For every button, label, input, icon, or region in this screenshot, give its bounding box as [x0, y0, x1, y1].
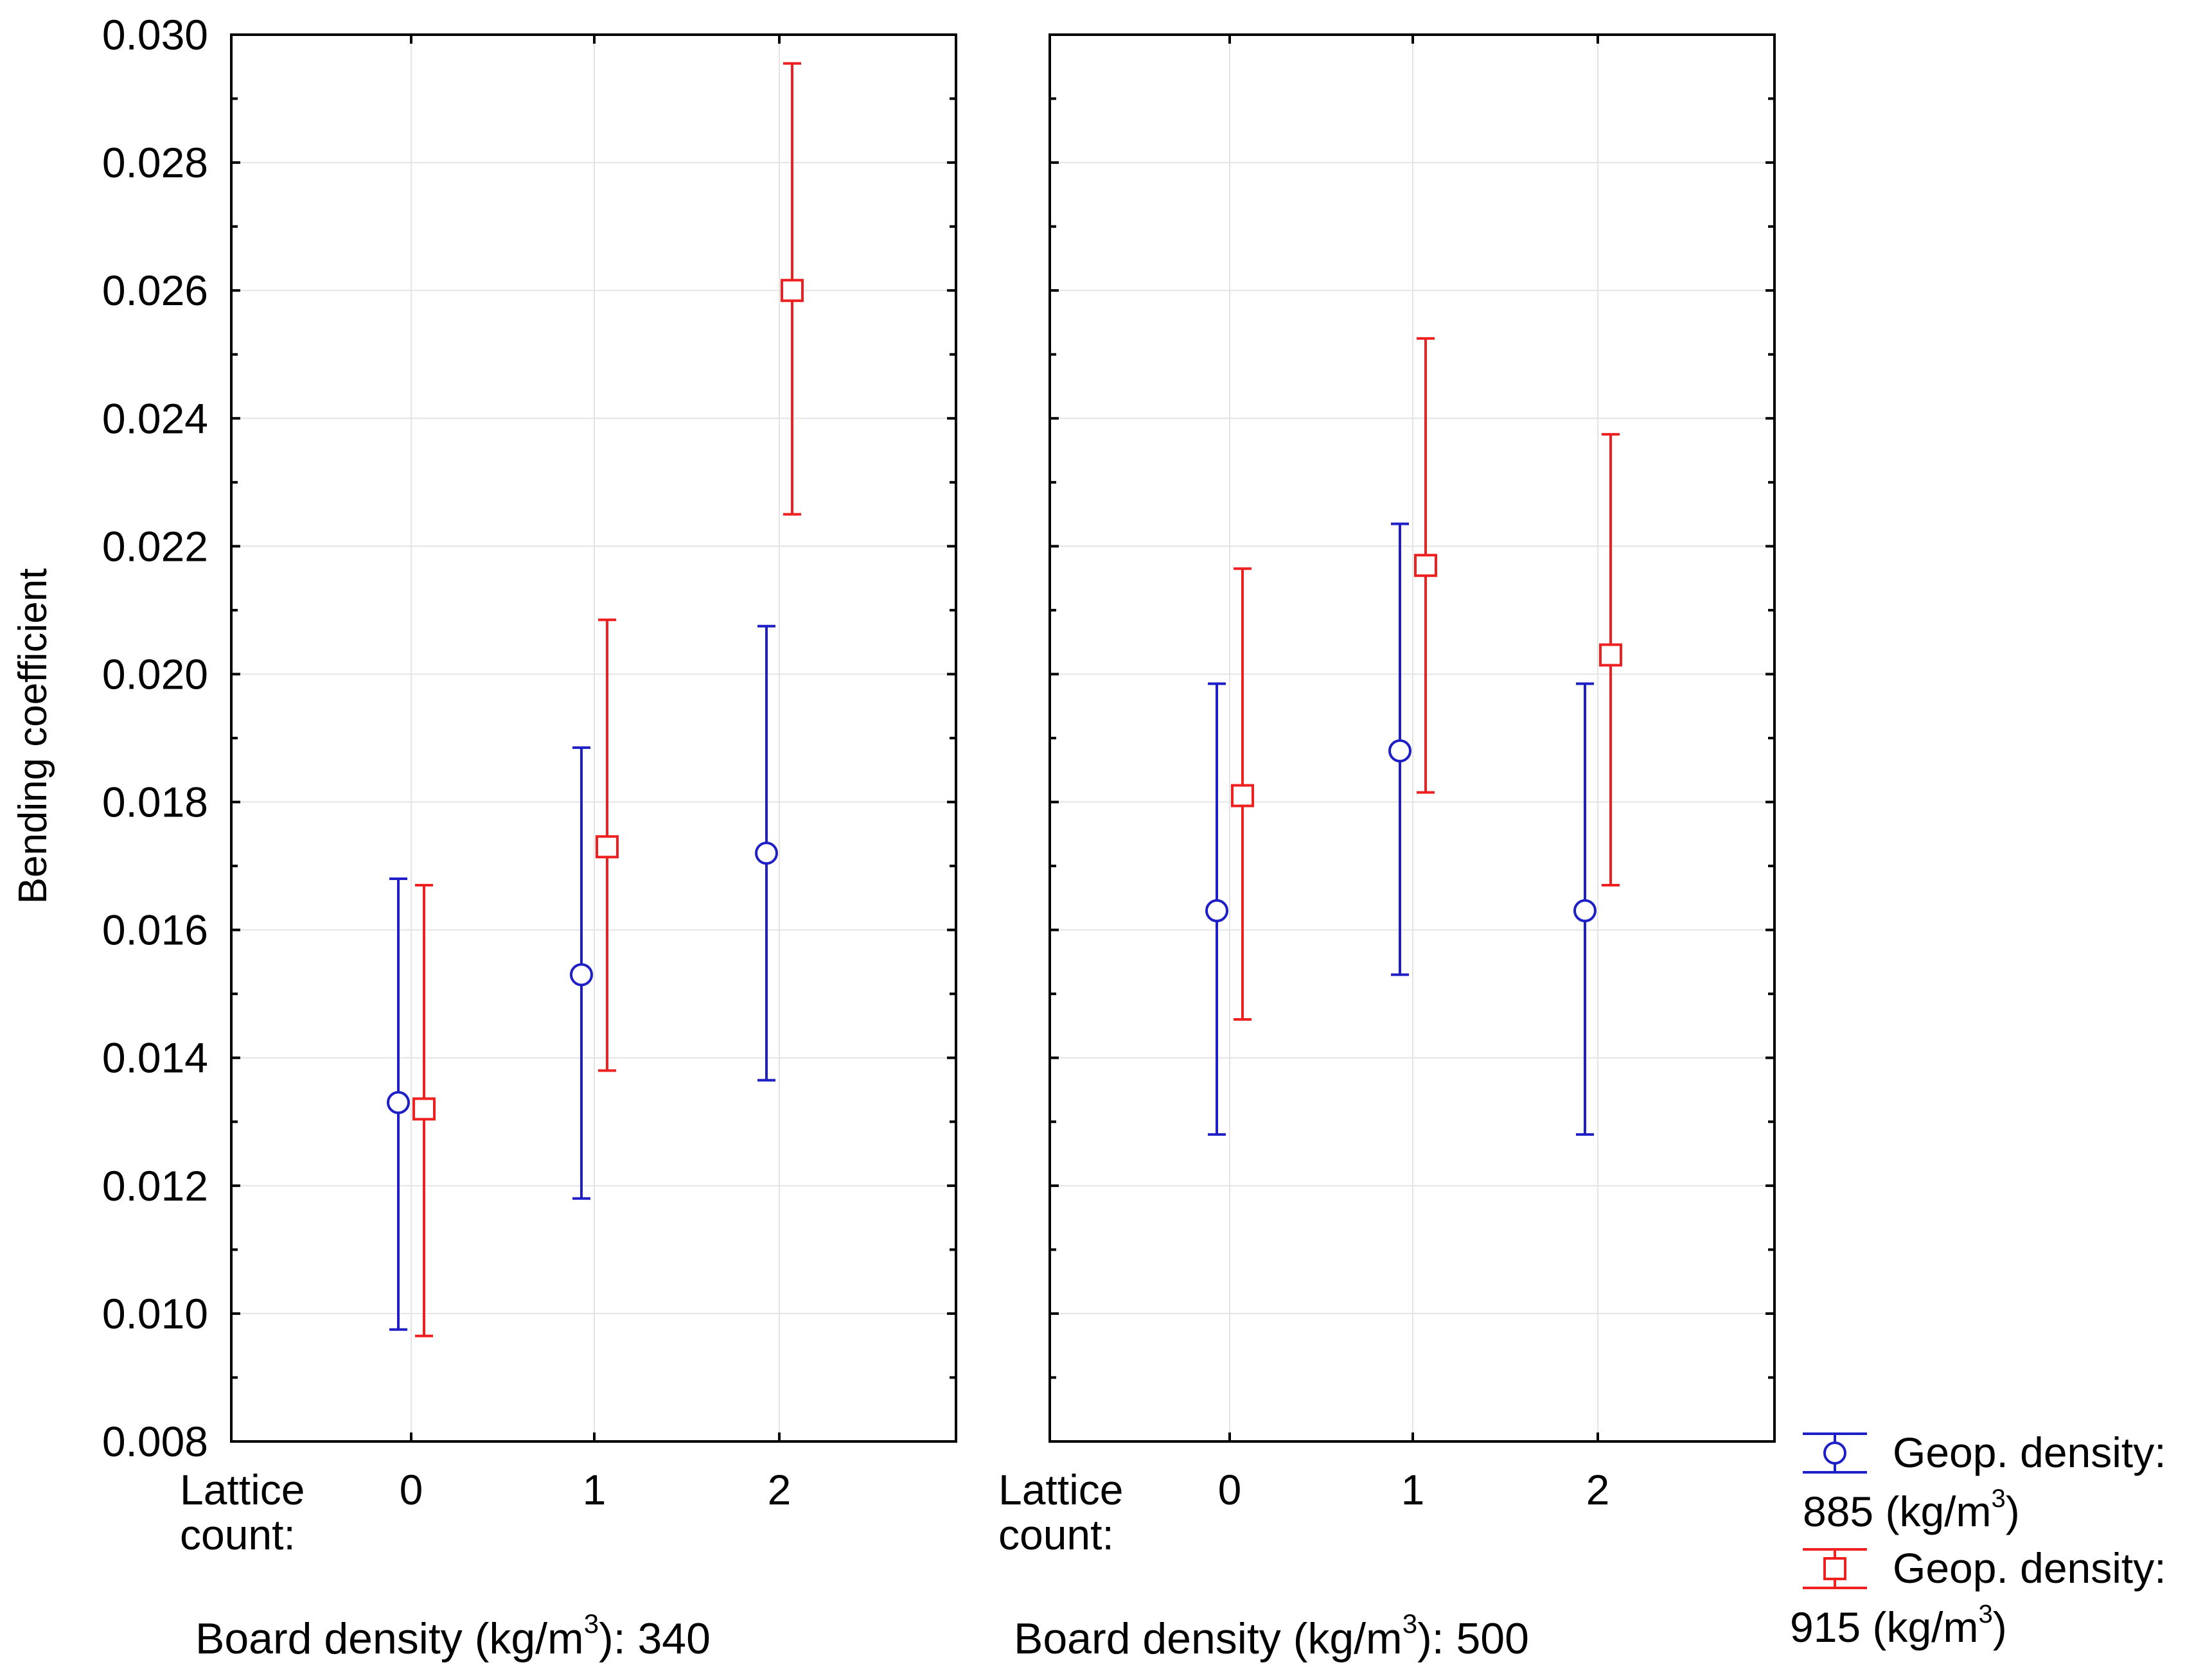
x-factor-label: count: [998, 1511, 1114, 1558]
series-915 [412, 62, 804, 1337]
mean-marker-square [596, 835, 619, 859]
x-factor-label: count: [180, 1511, 296, 1558]
x-factor-label: Lattice [180, 1466, 305, 1513]
y-tick-label: 0.014 [102, 1034, 208, 1082]
chart-panels: 0.008 0.010 0.012 0.014 0.016 0.018 0.020 0.022… [102, 11, 1776, 1663]
legend-unit: (kg/m [1861, 1603, 1978, 1651]
mean-marker-square [1414, 554, 1437, 577]
mean-marker-circle [570, 963, 593, 987]
x-category-label: 0 [400, 1466, 423, 1513]
panel-0: 0.008 0.010 0.012 0.014 0.016 0.018 0.020 0.022… [102, 11, 957, 1663]
caption-superscript: 3 [1402, 1608, 1417, 1639]
mean-marker-square [412, 1097, 436, 1121]
x-category-label: 2 [1586, 1466, 1610, 1513]
mean-marker-circle [1205, 899, 1228, 922]
legend-marker-circle [1823, 1441, 1846, 1465]
y-tick-label: 0.022 [102, 522, 208, 570]
y-tick-label: 0.020 [102, 650, 208, 698]
legend-unit: ) [1993, 1603, 2007, 1651]
mean-marker-circle [1388, 739, 1411, 762]
legend-unit-superscript: 3 [1991, 1485, 2005, 1513]
x-category-label: 1 [583, 1466, 606, 1513]
series-915 [1231, 337, 1622, 1021]
y-tick-label: 0.018 [102, 779, 208, 826]
y-tick-label: 0.030 [102, 11, 208, 58]
caption-superscript: 3 [584, 1608, 599, 1639]
legend-unit: (kg/m [1873, 1488, 1991, 1535]
caption-text: Board density (kg/m [195, 1614, 584, 1663]
x-category-label: 2 [768, 1466, 792, 1513]
legend-value: 885 (kg/m3) [1803, 1485, 2020, 1535]
panel-caption: Board density (kg/m3): 500 [1014, 1608, 1529, 1663]
y-tick-label: 0.010 [102, 1290, 208, 1337]
legend-value-number: 885 [1803, 1488, 1873, 1535]
caption-text: ): 500 [1417, 1614, 1529, 1663]
series-885 [387, 624, 778, 1331]
panel-caption: Board density (kg/m3): 340 [195, 1608, 711, 1663]
mean-marker-square [1599, 643, 1622, 667]
legend-unit-superscript: 3 [1978, 1600, 1992, 1628]
y-tick-label: 0.024 [102, 394, 208, 442]
legend-unit: ) [2006, 1488, 2020, 1535]
mean-marker-circle [1573, 899, 1597, 922]
y-tick-label: 0.026 [102, 267, 208, 314]
legend-entry-915: Geop. density: 915 (kg/m3) [1790, 1544, 2166, 1651]
caption-text: Board density (kg/m [1014, 1614, 1402, 1663]
legend-entry-885: Geop. density: 885 (kg/m3) [1803, 1429, 2166, 1535]
x-category-label: 1 [1401, 1466, 1425, 1513]
y-tick-label: 0.012 [102, 1162, 208, 1210]
legend-value-number: 915 [1790, 1603, 1861, 1651]
y-axis-title: Bending coefficient [11, 568, 55, 904]
x-factor-label: Lattice [998, 1466, 1123, 1513]
mean-marker-square [1231, 784, 1254, 807]
legend-marker-square [1823, 1557, 1846, 1580]
legend: Geop. density:885 (kg/m3)Geop. density:9… [1790, 1429, 2166, 1651]
mean-marker-circle [755, 841, 778, 865]
y-tick-label: 0.028 [102, 139, 208, 186]
caption-text: ): 340 [599, 1614, 711, 1663]
legend-label: Geop. density: [1893, 1544, 2166, 1592]
mean-marker-square [781, 279, 804, 303]
mean-marker-circle [387, 1091, 410, 1115]
legend-value: 915 (kg/m3) [1790, 1600, 2007, 1651]
x-category-label: 0 [1218, 1466, 1242, 1513]
legend-label: Geop. density: [1893, 1429, 2166, 1476]
series-885 [1205, 522, 1597, 1136]
y-tick-label: 0.016 [102, 906, 208, 954]
y-tick-label: 0.008 [102, 1418, 208, 1465]
